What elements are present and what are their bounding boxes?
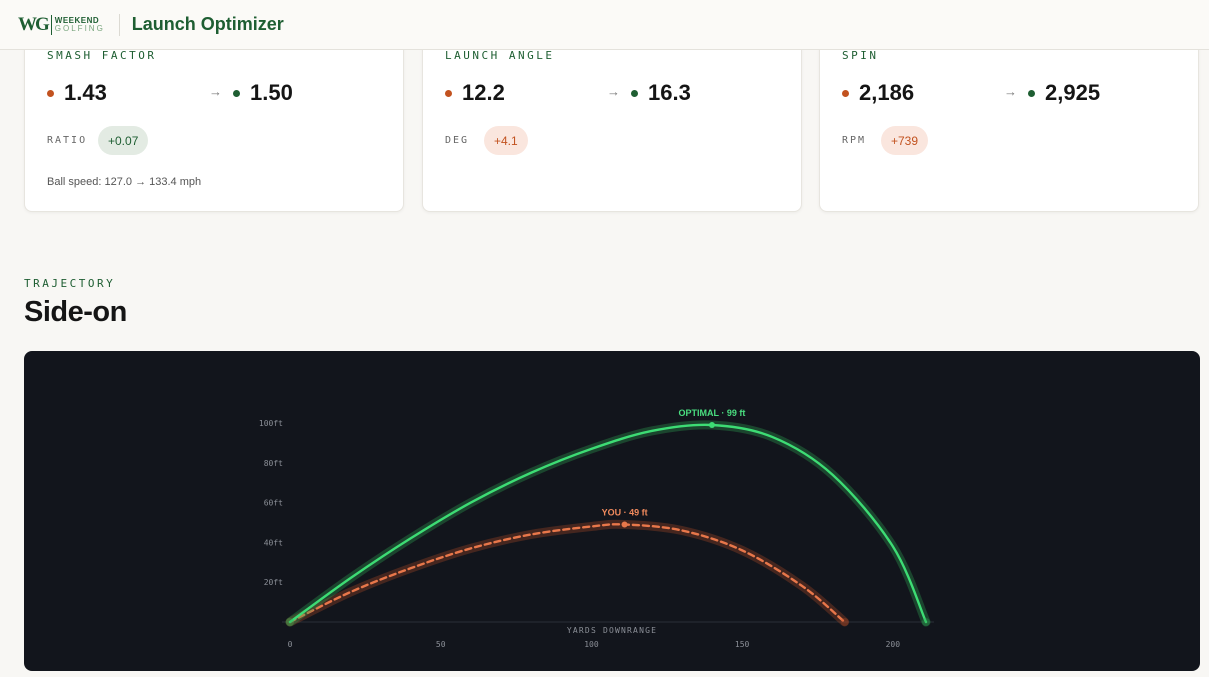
x-axis-label: YARDS DOWNRANGE xyxy=(567,626,657,635)
series-line-optimal xyxy=(288,423,928,624)
arrow-icon: → xyxy=(209,84,222,99)
series-start-point-optimal xyxy=(286,618,294,626)
top-bar: WG WEEKEND GOLFING Launch Optimizer xyxy=(0,0,1209,50)
optimal-value: 2,925 xyxy=(1028,80,1100,106)
ball-speed-note: Ball speed: 127.0 → 133.4 mph xyxy=(47,176,202,188)
you-value: 1.43 xyxy=(47,80,107,106)
metric-card-smash-factor: SMASH FACTOR 1.43 → 1.50 RATIO +0.07 Bal… xyxy=(24,30,404,212)
you-value: 2,186 xyxy=(842,80,914,106)
arrow-icon: → xyxy=(607,84,620,99)
optimal-dot-icon xyxy=(233,89,240,97)
metric-unit: RPM xyxy=(842,135,867,146)
you-dot-icon xyxy=(445,89,452,97)
y-tick-label: 40ft xyxy=(264,538,283,547)
delta-badge: +739 xyxy=(881,126,929,155)
optimal-value-text: 16.3 xyxy=(648,80,691,105)
metric-label: LAUNCH ANGLE xyxy=(445,49,555,62)
optimal-value-text: 1.50 xyxy=(250,80,293,105)
series-apex-point-you xyxy=(621,521,628,528)
section-title: Side-on xyxy=(24,296,127,328)
you-dot-icon xyxy=(842,89,849,97)
metric-label: SMASH FACTOR xyxy=(47,49,157,62)
trajectory-chart-panel: 20ft 40ft 60ft 80ft 100ft 0 50 100 150 200 YARDS D… xyxy=(24,351,1200,671)
series-line-you xyxy=(288,523,846,624)
weekend-golfing-logo[interactable]: WG WEEKEND GOLFING xyxy=(18,14,105,36)
you-dot-icon xyxy=(47,89,54,97)
x-tick-label: 0 xyxy=(288,640,293,649)
metric-card-launch-angle: LAUNCH ANGLE 12.2 → 16.3 DEG +4.1 xyxy=(422,30,802,212)
optimal-value-text: 2,925 xyxy=(1045,80,1101,105)
section-eyebrow: TRAJECTORY xyxy=(24,277,116,290)
app-title: Launch Optimizer xyxy=(131,14,284,34)
optimal-dot-icon xyxy=(631,89,638,97)
x-tick-label: 150 xyxy=(735,640,750,649)
y-tick-label: 100ft xyxy=(259,419,283,428)
logo-line-1: WEEKEND xyxy=(54,15,100,25)
delta-badge: +0.07 xyxy=(98,126,149,155)
series-apex-point-optimal xyxy=(708,421,715,428)
metric-card-spin: SPIN 2,186 → 2,925 RPM +739 xyxy=(819,30,1199,212)
delta-badge: +4.1 xyxy=(484,126,528,155)
optimal-value: 16.3 xyxy=(631,80,691,106)
series-apex-label-optimal: OPTIMAL · 99 ft xyxy=(679,408,746,418)
arrow-icon: → xyxy=(1004,84,1017,99)
x-tick-label: 100 xyxy=(584,640,599,649)
series-apex-label-you: YOU · 49 ft xyxy=(602,507,648,517)
you-value-text: 2,186 xyxy=(859,80,915,105)
logo-line-2: GOLFING xyxy=(54,23,105,33)
y-tick-label: 60ft xyxy=(264,499,283,508)
y-tick-label: 20ft xyxy=(264,578,283,587)
metric-unit: DEG xyxy=(445,135,470,146)
logo-divider xyxy=(50,14,52,35)
series-landing-point-optimal xyxy=(921,618,930,626)
metric-label: SPIN xyxy=(842,49,879,62)
optimal-value: 1.50 xyxy=(233,80,293,106)
x-tick-label: 50 xyxy=(436,640,446,649)
logo-mark: WG xyxy=(18,13,50,35)
you-value-text: 12.2 xyxy=(462,80,505,105)
trajectory-chart: 20ft 40ft 60ft 80ft 100ft 0 50 100 150 200 YARDS D… xyxy=(259,408,934,649)
header-divider xyxy=(118,13,120,36)
you-value-text: 1.43 xyxy=(64,80,107,105)
optimal-dot-icon xyxy=(1028,89,1035,97)
series-glow-you xyxy=(285,519,850,627)
metric-unit: RATIO xyxy=(47,135,88,146)
logo-wordmark: WEEKEND GOLFING xyxy=(54,15,105,33)
y-tick-label: 80ft xyxy=(264,459,283,468)
you-value: 12.2 xyxy=(445,80,505,106)
x-tick-label: 200 xyxy=(886,640,901,649)
series-landing-point-you xyxy=(840,618,849,626)
